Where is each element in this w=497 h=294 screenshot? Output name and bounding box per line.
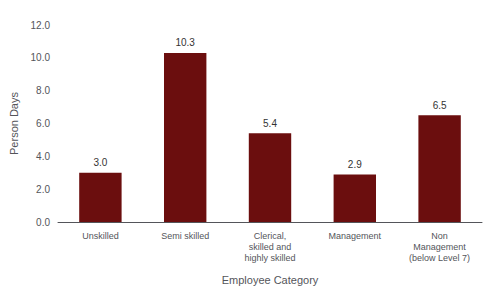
- svg-text:2.0: 2.0: [36, 184, 50, 195]
- svg-text:Semi skilled: Semi skilled: [161, 231, 209, 241]
- svg-text:10.0: 10.0: [31, 52, 51, 63]
- svg-text:6.5: 6.5: [433, 100, 447, 111]
- svg-text:Non: Non: [431, 231, 448, 241]
- svg-text:8.0: 8.0: [36, 85, 50, 96]
- svg-text:Management: Management: [413, 242, 466, 252]
- svg-text:Unskilled: Unskilled: [82, 231, 119, 241]
- svg-text:Management: Management: [329, 231, 382, 241]
- svg-text:skilled and: skilled and: [249, 242, 292, 252]
- svg-text:12.0: 12.0: [31, 20, 51, 31]
- svg-text:0.0: 0.0: [36, 217, 50, 228]
- svg-text:Person Days: Person Days: [8, 92, 20, 155]
- svg-text:3.0: 3.0: [93, 157, 107, 168]
- svg-text:4.0: 4.0: [36, 151, 50, 162]
- svg-text:6.0: 6.0: [36, 118, 50, 129]
- svg-text:Clerical,: Clerical,: [254, 231, 287, 241]
- svg-text:5.4: 5.4: [263, 118, 277, 129]
- svg-text:Employee Category: Employee Category: [222, 274, 319, 286]
- svg-text:highly skilled: highly skilled: [244, 253, 295, 263]
- svg-text:10.3: 10.3: [175, 37, 195, 48]
- svg-text:(below Level 7): (below Level 7): [409, 253, 470, 263]
- svg-text:2.9: 2.9: [348, 159, 362, 170]
